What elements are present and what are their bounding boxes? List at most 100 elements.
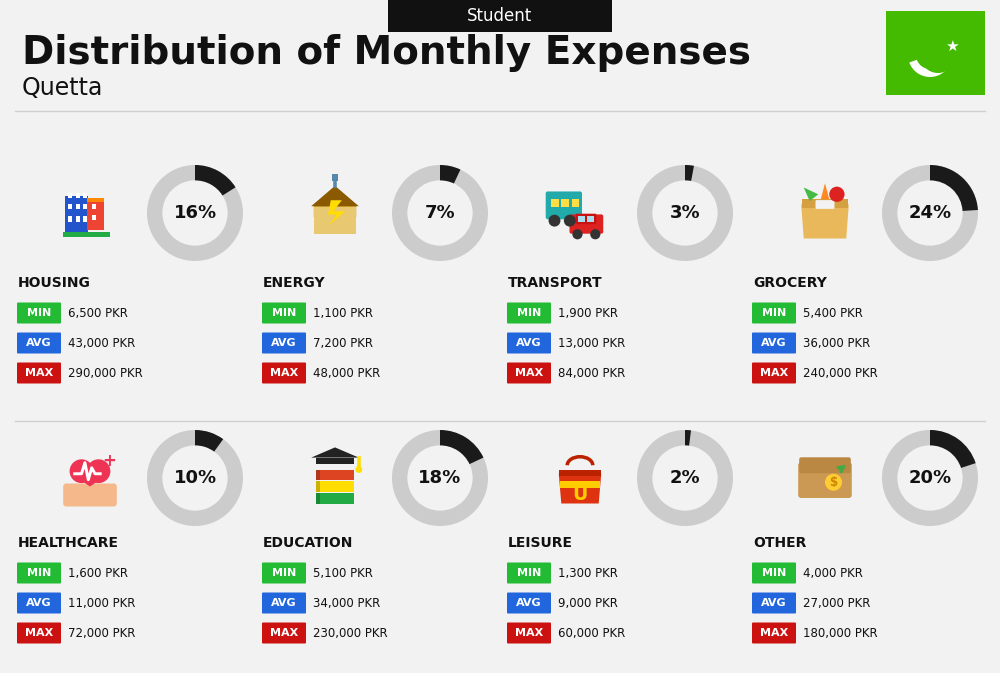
Wedge shape	[882, 430, 978, 526]
Text: 24%: 24%	[908, 204, 952, 222]
FancyBboxPatch shape	[76, 204, 80, 209]
Text: AVG: AVG	[26, 598, 52, 608]
FancyBboxPatch shape	[92, 204, 96, 209]
Text: U: U	[572, 485, 588, 505]
Text: 5,100 PKR: 5,100 PKR	[313, 567, 373, 579]
Text: 60,000 PKR: 60,000 PKR	[558, 627, 625, 639]
FancyBboxPatch shape	[17, 563, 61, 583]
FancyBboxPatch shape	[578, 217, 585, 222]
FancyBboxPatch shape	[752, 592, 796, 614]
Text: MIN: MIN	[27, 308, 51, 318]
Text: 16%: 16%	[173, 204, 217, 222]
Text: MIN: MIN	[272, 308, 296, 318]
FancyBboxPatch shape	[816, 200, 834, 209]
Polygon shape	[311, 186, 359, 206]
FancyBboxPatch shape	[262, 363, 306, 384]
Circle shape	[87, 459, 110, 483]
Text: MIN: MIN	[762, 308, 786, 318]
FancyBboxPatch shape	[570, 215, 603, 234]
Text: MIN: MIN	[517, 308, 541, 318]
FancyBboxPatch shape	[262, 623, 306, 643]
Text: 13,000 PKR: 13,000 PKR	[558, 336, 625, 349]
Text: MAX: MAX	[270, 628, 298, 638]
Circle shape	[590, 229, 600, 240]
Polygon shape	[314, 189, 356, 217]
Text: 43,000 PKR: 43,000 PKR	[68, 336, 135, 349]
FancyBboxPatch shape	[83, 192, 87, 198]
Text: 7,200 PKR: 7,200 PKR	[313, 336, 373, 349]
Wedge shape	[909, 60, 951, 77]
Polygon shape	[311, 448, 359, 458]
Text: MAX: MAX	[760, 368, 788, 378]
Text: Quetta: Quetta	[22, 76, 103, 100]
Text: 36,000 PKR: 36,000 PKR	[803, 336, 870, 349]
Polygon shape	[328, 201, 345, 225]
FancyBboxPatch shape	[17, 302, 61, 324]
Circle shape	[564, 215, 576, 227]
FancyBboxPatch shape	[17, 363, 61, 384]
Text: Student: Student	[467, 7, 533, 25]
Circle shape	[825, 474, 842, 491]
Text: 1,300 PKR: 1,300 PKR	[558, 567, 618, 579]
Circle shape	[70, 459, 93, 483]
Text: 1,900 PKR: 1,900 PKR	[558, 306, 618, 320]
FancyBboxPatch shape	[63, 232, 110, 237]
FancyBboxPatch shape	[388, 0, 612, 32]
Text: 290,000 PKR: 290,000 PKR	[68, 367, 143, 380]
Text: OTHER: OTHER	[753, 536, 806, 550]
FancyBboxPatch shape	[752, 563, 796, 583]
Text: 3%: 3%	[670, 204, 700, 222]
Text: GROCERY: GROCERY	[753, 276, 827, 290]
Wedge shape	[637, 430, 733, 526]
Text: 4,000 PKR: 4,000 PKR	[803, 567, 863, 579]
Text: MIN: MIN	[762, 568, 786, 578]
FancyBboxPatch shape	[68, 192, 72, 198]
FancyBboxPatch shape	[87, 201, 104, 230]
Text: AVG: AVG	[761, 338, 787, 348]
Wedge shape	[147, 430, 243, 526]
FancyBboxPatch shape	[262, 302, 306, 324]
FancyBboxPatch shape	[316, 470, 320, 480]
Text: MAX: MAX	[760, 628, 788, 638]
Circle shape	[572, 229, 583, 240]
Wedge shape	[685, 430, 691, 446]
Text: 34,000 PKR: 34,000 PKR	[313, 596, 380, 610]
Polygon shape	[821, 183, 829, 199]
FancyBboxPatch shape	[507, 563, 551, 583]
Text: MIN: MIN	[27, 568, 51, 578]
Text: 1,600 PKR: 1,600 PKR	[68, 567, 128, 579]
FancyBboxPatch shape	[83, 217, 87, 221]
FancyBboxPatch shape	[560, 481, 600, 488]
Text: AVG: AVG	[271, 338, 297, 348]
FancyBboxPatch shape	[752, 363, 796, 384]
FancyBboxPatch shape	[68, 204, 72, 209]
FancyBboxPatch shape	[802, 199, 848, 208]
FancyBboxPatch shape	[314, 207, 356, 234]
Circle shape	[920, 37, 956, 73]
FancyBboxPatch shape	[92, 215, 96, 220]
Text: 240,000 PKR: 240,000 PKR	[803, 367, 878, 380]
Polygon shape	[801, 205, 849, 238]
FancyBboxPatch shape	[507, 623, 551, 643]
FancyBboxPatch shape	[17, 592, 61, 614]
Text: 27,000 PKR: 27,000 PKR	[803, 596, 870, 610]
FancyBboxPatch shape	[551, 199, 559, 207]
FancyBboxPatch shape	[83, 204, 87, 209]
Text: +: +	[102, 452, 116, 470]
Text: 180,000 PKR: 180,000 PKR	[803, 627, 878, 639]
Text: MAX: MAX	[270, 368, 298, 378]
FancyBboxPatch shape	[17, 623, 61, 643]
FancyBboxPatch shape	[507, 363, 551, 384]
Text: TRANSPORT: TRANSPORT	[508, 276, 603, 290]
Wedge shape	[685, 165, 694, 181]
Circle shape	[549, 215, 560, 227]
FancyBboxPatch shape	[68, 217, 72, 221]
Polygon shape	[71, 474, 109, 487]
FancyBboxPatch shape	[316, 493, 354, 503]
Text: 84,000 PKR: 84,000 PKR	[558, 367, 625, 380]
Text: 7%: 7%	[425, 204, 455, 222]
FancyBboxPatch shape	[316, 493, 320, 503]
Text: 20%: 20%	[908, 469, 952, 487]
Text: MIN: MIN	[272, 568, 296, 578]
Text: 230,000 PKR: 230,000 PKR	[313, 627, 388, 639]
